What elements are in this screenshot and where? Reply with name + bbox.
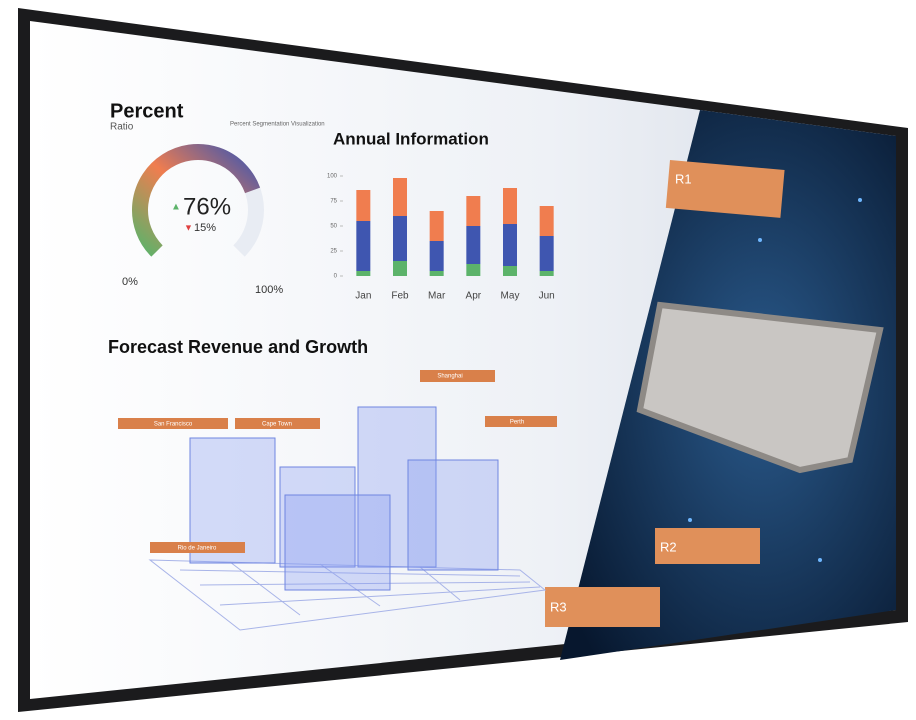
bar-segment xyxy=(429,211,444,241)
bar-segment xyxy=(539,236,554,271)
bar-segment xyxy=(503,224,517,266)
chip-label: R3 xyxy=(550,599,567,614)
forecast-label: Perth xyxy=(510,420,524,426)
bar-segment xyxy=(503,266,517,276)
y-tick-label: 100 xyxy=(327,174,338,180)
forecast-boxes xyxy=(189,406,499,591)
y-tick-label: 0 xyxy=(334,274,338,280)
forecast-title: Forecast Revenue and Growth xyxy=(108,337,368,357)
gauge-max: 100% xyxy=(255,284,283,296)
forecast-tags xyxy=(118,370,557,553)
x-tick-label: May xyxy=(501,291,520,302)
bar-segment xyxy=(393,178,407,216)
chip-tag xyxy=(655,528,760,564)
forecast-label: Shanghai xyxy=(437,374,462,380)
chip-tag xyxy=(665,160,785,218)
x-tick-label: Mar xyxy=(428,291,446,302)
bar-segment xyxy=(356,271,371,276)
y-tick-label: 25 xyxy=(330,249,337,255)
chart-title: Annual Information xyxy=(333,129,489,148)
gauge-subtitle: Ratio xyxy=(110,122,134,133)
bar-segment xyxy=(429,271,444,276)
bar-segment xyxy=(429,241,444,271)
forecast-label: Rio de Janeiro xyxy=(178,546,217,552)
up-arrow: ▲ xyxy=(171,202,181,213)
chip-label: R2 xyxy=(660,539,677,554)
x-tick-label: Apr xyxy=(466,291,482,302)
gauge-note: Percent Segmentation Visualization xyxy=(230,122,325,128)
bar-segment xyxy=(539,271,554,276)
bar-segment xyxy=(393,261,407,276)
chip xyxy=(636,301,884,474)
gauge-arc xyxy=(132,144,261,257)
forecast-label: Cape Town xyxy=(262,422,292,428)
y-tick-label: 50 xyxy=(330,224,337,230)
bar-segment xyxy=(466,226,481,264)
bar-segment xyxy=(356,221,371,271)
gauge-change: 15% xyxy=(194,222,216,234)
bar-segment xyxy=(466,264,481,276)
down-arrow: ▼ xyxy=(184,222,193,232)
bar-segment xyxy=(466,196,481,226)
forecast-label: San Francisco xyxy=(154,422,193,428)
gauge-min: 0% xyxy=(122,276,138,288)
forecast-grid xyxy=(148,559,547,631)
bar-segment xyxy=(356,190,371,221)
bar-segment xyxy=(539,206,554,236)
x-tick-label: Jan xyxy=(355,291,371,302)
y-tick-label: 75 xyxy=(330,199,337,205)
chip-tag xyxy=(545,587,660,627)
chip-label: R1 xyxy=(675,171,692,186)
bar-segment xyxy=(503,188,517,224)
gauge-title: Percent xyxy=(110,100,184,122)
x-tick-label: Feb xyxy=(391,291,409,302)
gauge-value: 76% xyxy=(183,193,231,220)
x-tick-label: Jun xyxy=(539,291,555,302)
bar-segment xyxy=(393,216,407,261)
